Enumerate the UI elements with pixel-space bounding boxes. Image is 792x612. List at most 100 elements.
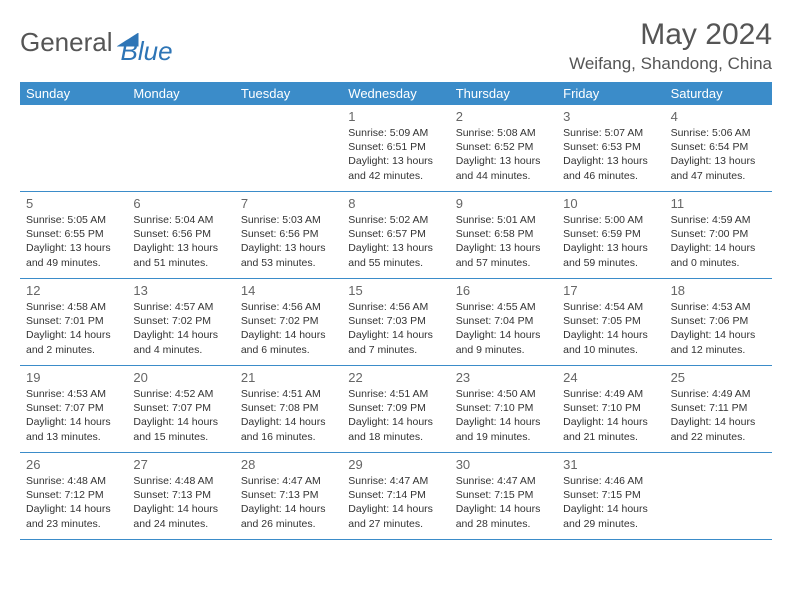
- calendar-cell: 6 Sunrise: 5:04 AMSunset: 6:56 PMDaylight…: [127, 192, 234, 278]
- weekday-label: Friday: [557, 82, 664, 105]
- day-number: 20: [133, 370, 228, 385]
- day-number: 28: [241, 457, 336, 472]
- day-info: Sunrise: 4:54 AMSunset: 7:05 PMDaylight:…: [563, 300, 658, 357]
- day-number: 7: [241, 196, 336, 211]
- calendar-cell: 11 Sunrise: 4:59 AMSunset: 7:00 PMDayligh…: [665, 192, 772, 278]
- day-info: Sunrise: 5:00 AMSunset: 6:59 PMDaylight:…: [563, 213, 658, 270]
- day-number: 25: [671, 370, 766, 385]
- calendar-cell: 16 Sunrise: 4:55 AMSunset: 7:04 PMDayligh…: [450, 279, 557, 365]
- calendar-cell: 31Sunrise: 4:46 AMSunset: 7:15 PMDayligh…: [557, 453, 664, 539]
- calendar-week: 12 Sunrise: 4:58 AMSunset: 7:01 PMDayligh…: [20, 279, 772, 366]
- weekday-label: Thursday: [450, 82, 557, 105]
- day-info: Sunrise: 5:04 AMSunset: 6:56 PMDaylight:…: [133, 213, 228, 270]
- day-info: Sunrise: 5:09 AMSunset: 6:51 PMDaylight:…: [348, 126, 443, 183]
- page-title: May 2024: [569, 18, 772, 52]
- day-number: 6: [133, 196, 228, 211]
- day-number: 16: [456, 283, 551, 298]
- calendar-cell: 19 Sunrise: 4:53 AMSunset: 7:07 PMDayligh…: [20, 366, 127, 452]
- day-number: 24: [563, 370, 658, 385]
- calendar-cell: 28Sunrise: 4:47 AMSunset: 7:13 PMDayligh…: [235, 453, 342, 539]
- day-info: Sunrise: 4:50 AMSunset: 7:10 PMDaylight:…: [456, 387, 551, 444]
- day-info: Sunrise: 5:01 AMSunset: 6:58 PMDaylight:…: [456, 213, 551, 270]
- calendar-week: 19 Sunrise: 4:53 AMSunset: 7:07 PMDayligh…: [20, 366, 772, 453]
- day-info: Sunrise: 4:57 AMSunset: 7:02 PMDaylight:…: [133, 300, 228, 357]
- weekday-header: SundayMondayTuesdayWednesdayThursdayFrid…: [20, 82, 772, 105]
- day-number: 31: [563, 457, 658, 472]
- calendar-cell: 9 Sunrise: 5:01 AMSunset: 6:58 PMDaylight…: [450, 192, 557, 278]
- day-number: 29: [348, 457, 443, 472]
- calendar-cell: [20, 105, 127, 191]
- day-info: Sunrise: 4:58 AMSunset: 7:01 PMDaylight:…: [26, 300, 121, 357]
- day-info: Sunrise: 4:48 AMSunset: 7:12 PMDaylight:…: [26, 474, 121, 531]
- weekday-label: Sunday: [20, 82, 127, 105]
- day-info: Sunrise: 4:53 AMSunset: 7:07 PMDaylight:…: [26, 387, 121, 444]
- brand-part1: General: [20, 27, 113, 58]
- calendar-cell: 30 Sunrise: 4:47 AMSunset: 7:15 PMDayligh…: [450, 453, 557, 539]
- calendar-cell: 2 Sunrise: 5:08 AMSunset: 6:52 PMDaylight…: [450, 105, 557, 191]
- day-number: 18: [671, 283, 766, 298]
- weekday-label: Tuesday: [235, 82, 342, 105]
- day-info: Sunrise: 5:05 AMSunset: 6:55 PMDaylight:…: [26, 213, 121, 270]
- calendar-cell: 14Sunrise: 4:56 AMSunset: 7:02 PMDayligh…: [235, 279, 342, 365]
- calendar-cell: [665, 453, 772, 539]
- day-number: 22: [348, 370, 443, 385]
- day-info: Sunrise: 4:47 AMSunset: 7:14 PMDaylight:…: [348, 474, 443, 531]
- day-number: 12: [26, 283, 121, 298]
- day-number: 21: [241, 370, 336, 385]
- title-block: May 2024 Weifang, Shandong, China: [569, 18, 772, 74]
- calendar-cell: 27Sunrise: 4:48 AMSunset: 7:13 PMDayligh…: [127, 453, 234, 539]
- day-info: Sunrise: 4:56 AMSunset: 7:03 PMDaylight:…: [348, 300, 443, 357]
- calendar-cell: 7 Sunrise: 5:03 AMSunset: 6:56 PMDaylight…: [235, 192, 342, 278]
- day-number: 2: [456, 109, 551, 124]
- day-number: 15: [348, 283, 443, 298]
- calendar-cell: 22 Sunrise: 4:51 AMSunset: 7:09 PMDayligh…: [342, 366, 449, 452]
- day-number: 4: [671, 109, 766, 124]
- day-info: Sunrise: 5:06 AMSunset: 6:54 PMDaylight:…: [671, 126, 766, 183]
- day-number: 5: [26, 196, 121, 211]
- calendar-cell: 3Sunrise: 5:07 AMSunset: 6:53 PMDaylight…: [557, 105, 664, 191]
- calendar-cell: 12 Sunrise: 4:58 AMSunset: 7:01 PMDayligh…: [20, 279, 127, 365]
- calendar-cell: 5 Sunrise: 5:05 AMSunset: 6:55 PMDaylight…: [20, 192, 127, 278]
- day-number: 8: [348, 196, 443, 211]
- day-info: Sunrise: 5:02 AMSunset: 6:57 PMDaylight:…: [348, 213, 443, 270]
- day-info: Sunrise: 4:47 AMSunset: 7:15 PMDaylight:…: [456, 474, 551, 531]
- day-number: 9: [456, 196, 551, 211]
- day-number: 11: [671, 196, 766, 211]
- day-number: 26: [26, 457, 121, 472]
- calendar-cell: 21 Sunrise: 4:51 AMSunset: 7:08 PMDayligh…: [235, 366, 342, 452]
- calendar-cell: 15 Sunrise: 4:56 AMSunset: 7:03 PMDayligh…: [342, 279, 449, 365]
- day-number: 23: [456, 370, 551, 385]
- day-number: 3: [563, 109, 658, 124]
- day-info: Sunrise: 4:53 AMSunset: 7:06 PMDaylight:…: [671, 300, 766, 357]
- weekday-label: Saturday: [665, 82, 772, 105]
- day-info: Sunrise: 4:49 AMSunset: 7:11 PMDaylight:…: [671, 387, 766, 444]
- day-info: Sunrise: 4:56 AMSunset: 7:02 PMDaylight:…: [241, 300, 336, 357]
- day-info: Sunrise: 4:51 AMSunset: 7:09 PMDaylight:…: [348, 387, 443, 444]
- day-info: Sunrise: 5:03 AMSunset: 6:56 PMDaylight:…: [241, 213, 336, 270]
- weekday-label: Monday: [127, 82, 234, 105]
- calendar-week: 26 Sunrise: 4:48 AMSunset: 7:12 PMDayligh…: [20, 453, 772, 540]
- calendar-cell: 24 Sunrise: 4:49 AMSunset: 7:10 PMDayligh…: [557, 366, 664, 452]
- day-number: 30: [456, 457, 551, 472]
- calendar-week: 5 Sunrise: 5:05 AMSunset: 6:55 PMDaylight…: [20, 192, 772, 279]
- calendar-cell: 26 Sunrise: 4:48 AMSunset: 7:12 PMDayligh…: [20, 453, 127, 539]
- day-number: 27: [133, 457, 228, 472]
- day-info: Sunrise: 4:55 AMSunset: 7:04 PMDaylight:…: [456, 300, 551, 357]
- calendar-cell: 25 Sunrise: 4:49 AMSunset: 7:11 PMDayligh…: [665, 366, 772, 452]
- calendar-cell: 13Sunrise: 4:57 AMSunset: 7:02 PMDayligh…: [127, 279, 234, 365]
- calendar-week: 1Sunrise: 5:09 AMSunset: 6:51 PMDaylight…: [20, 105, 772, 192]
- calendar-cell: 10Sunrise: 5:00 AMSunset: 6:59 PMDayligh…: [557, 192, 664, 278]
- day-info: Sunrise: 4:59 AMSunset: 7:00 PMDaylight:…: [671, 213, 766, 270]
- calendar-cell: 4 Sunrise: 5:06 AMSunset: 6:54 PMDaylight…: [665, 105, 772, 191]
- day-info: Sunrise: 4:49 AMSunset: 7:10 PMDaylight:…: [563, 387, 658, 444]
- calendar-cell: [235, 105, 342, 191]
- day-info: Sunrise: 5:08 AMSunset: 6:52 PMDaylight:…: [456, 126, 551, 183]
- calendar: SundayMondayTuesdayWednesdayThursdayFrid…: [20, 82, 772, 540]
- calendar-cell: [127, 105, 234, 191]
- day-number: 19: [26, 370, 121, 385]
- location-text: Weifang, Shandong, China: [569, 54, 772, 74]
- day-info: Sunrise: 4:51 AMSunset: 7:08 PMDaylight:…: [241, 387, 336, 444]
- calendar-cell: 23 Sunrise: 4:50 AMSunset: 7:10 PMDayligh…: [450, 366, 557, 452]
- calendar-cell: 20Sunrise: 4:52 AMSunset: 7:07 PMDayligh…: [127, 366, 234, 452]
- calendar-cell: 17Sunrise: 4:54 AMSunset: 7:05 PMDayligh…: [557, 279, 664, 365]
